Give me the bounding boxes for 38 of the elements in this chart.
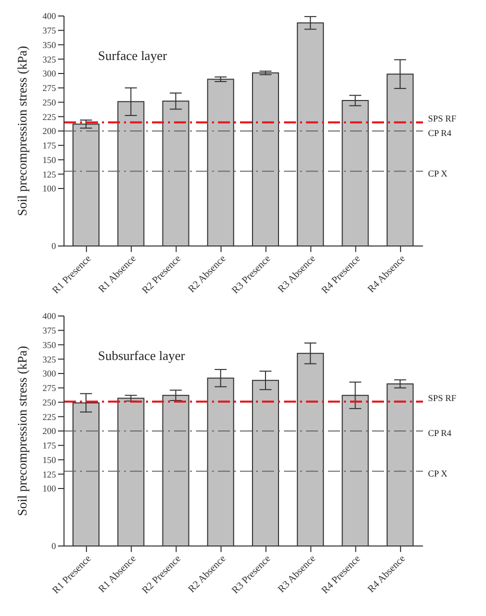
y-tick-label: 300 [42, 368, 56, 379]
y-tick-label: 275 [42, 83, 56, 94]
y-tick-label: 175 [42, 140, 56, 151]
y-tick-label: 175 [42, 440, 56, 451]
y-tick-label: 250 [42, 97, 56, 108]
y-tick-label: 225 [42, 112, 56, 122]
y-tick-label: 275 [42, 383, 56, 394]
y-tick-label: 400 [42, 11, 56, 22]
y-tick-label: 0 [52, 241, 56, 252]
text: Surface layer [98, 48, 167, 64]
y-tick-label: 250 [42, 397, 56, 408]
ref-line-label: SPS RF [428, 392, 456, 403]
y-tick-label: 350 [42, 340, 56, 350]
y-tick-label: 100 [42, 184, 56, 194]
y-tick-label: 375 [42, 326, 56, 336]
y-tick-label: 350 [42, 40, 56, 50]
y-tick-label: 325 [42, 354, 56, 364]
y-tick-label: 200 [42, 426, 56, 436]
y-tick-label: 375 [42, 26, 56, 36]
y-tick-label: 125 [42, 469, 56, 480]
y-tick-label: 300 [42, 68, 56, 79]
ref-line-label: CP X [428, 168, 448, 178]
ref-line-label: SPS RF [428, 114, 456, 124]
y-tick-label: 400 [42, 311, 56, 322]
y-tick-label: 150 [42, 454, 56, 465]
y-tick-label: 125 [42, 169, 56, 180]
text: Subsurface layer [98, 348, 185, 364]
ref-line-label: CP X [428, 468, 448, 478]
ref-line-label: CP R4 [428, 128, 452, 138]
y-axis-title: Soil precompression stress (kPa) [14, 46, 30, 216]
y-tick-label: 200 [42, 126, 56, 136]
y-tick-label: 0 [52, 541, 56, 552]
y-tick-label: 150 [42, 154, 56, 165]
ref-line-label: CP R4 [428, 428, 452, 438]
y-tick-label: 100 [42, 484, 56, 494]
y-tick-label: 225 [42, 412, 56, 422]
y-tick-label: 325 [42, 54, 56, 64]
y-axis-title: Soil precompression stress (kPa) [14, 346, 30, 516]
